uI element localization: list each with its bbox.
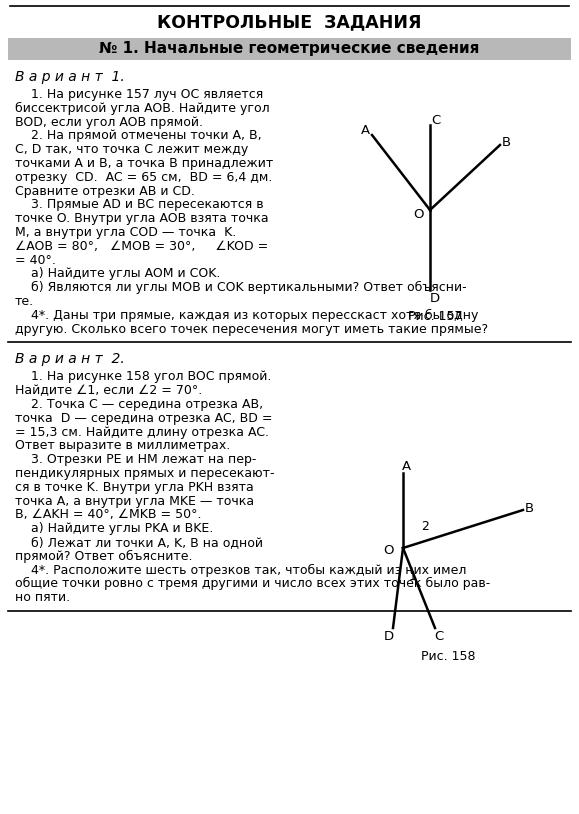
Text: другую. Сколько всего точек пересечения могут иметь такие прямые?: другую. Сколько всего точек пересечения … xyxy=(15,322,488,335)
Text: а) Найдите углы AOM и COK.: а) Найдите углы AOM и COK. xyxy=(15,268,221,280)
Text: A: A xyxy=(401,459,411,472)
Text: Найдите ∠1, если ∠2 = 70°.: Найдите ∠1, если ∠2 = 70°. xyxy=(15,384,202,397)
Text: В а р и а н т  1.: В а р и а н т 1. xyxy=(15,70,124,84)
Text: прямой? Ответ объясните.: прямой? Ответ объясните. xyxy=(15,549,192,562)
Text: Сравните отрезки AB и CD.: Сравните отрезки AB и CD. xyxy=(15,185,195,198)
Text: те.: те. xyxy=(15,295,34,308)
Text: 1. На рисунке 157 луч OC является: 1. На рисунке 157 луч OC является xyxy=(15,88,263,101)
Text: 3. Отрезки PE и HM лежат на пер-: 3. Отрезки PE и HM лежат на пер- xyxy=(15,453,256,466)
Text: B: B xyxy=(501,135,511,148)
Text: D: D xyxy=(430,291,440,304)
Text: отрезку  CD.  AC = 65 см,  BD = 6,4 дм.: отрезку CD. AC = 65 см, BD = 6,4 дм. xyxy=(15,171,272,184)
Text: 4*. Даны три прямые, каждая из которых пересскаст хотя бы одну: 4*. Даны три прямые, каждая из которых п… xyxy=(15,309,478,322)
Text: 4*. Расположите шесть отрезков так, чтобы каждый из них имел: 4*. Расположите шесть отрезков так, чтоб… xyxy=(15,563,466,576)
Text: O: O xyxy=(413,208,423,221)
Text: КОНТРОЛЬНЫЕ  ЗАДАНИЯ: КОНТРОЛЬНЫЕ ЗАДАНИЯ xyxy=(157,13,422,31)
Text: B, ∠AKH = 40°, ∠MKB = 50°.: B, ∠AKH = 40°, ∠MKB = 50°. xyxy=(15,509,201,522)
Text: точка  D — середина отрезка AC, BD =: точка D — середина отрезка AC, BD = xyxy=(15,412,273,425)
Text: BOD, если угол AOB прямой.: BOD, если угол AOB прямой. xyxy=(15,116,203,129)
Text: общие точки ровно с тремя другими и число всех этих точек было рав-: общие точки ровно с тремя другими и числ… xyxy=(15,577,490,590)
Text: б) Лежат ли точки A, K, B на одной: б) Лежат ли точки A, K, B на одной xyxy=(15,536,263,549)
Bar xyxy=(8,38,571,60)
Text: точками A и B, а точка B принадлежит: точками A и B, а точка B принадлежит xyxy=(15,157,273,170)
Text: точке O. Внутри угла AOB взята точка: точке O. Внутри угла AOB взята точка xyxy=(15,212,269,225)
Text: Рис. 157: Рис. 157 xyxy=(408,310,462,323)
Text: ся в точке K. Внутри угла PKH взята: ся в точке K. Внутри угла PKH взята xyxy=(15,481,254,494)
Text: Рис. 158: Рис. 158 xyxy=(421,650,475,663)
Text: O: O xyxy=(384,544,394,557)
Text: 1: 1 xyxy=(409,570,417,583)
Text: б) Являются ли углы MOB и COK вертикальными? Ответ объясни-: б) Являются ли углы MOB и COK вертикальн… xyxy=(15,281,467,295)
Text: № 1. Начальные геометрические сведения: № 1. Начальные геометрические сведения xyxy=(99,42,479,56)
Text: В а р и а н т  2.: В а р и а н т 2. xyxy=(15,352,124,366)
Text: Ответ выразите в миллиметрах.: Ответ выразите в миллиметрах. xyxy=(15,440,230,453)
Text: C: C xyxy=(431,113,441,126)
Text: 3. Прямые AD и BC пересекаются в: 3. Прямые AD и BC пересекаются в xyxy=(15,199,263,212)
Text: а) Найдите углы PKA и BKE.: а) Найдите углы PKA и BKE. xyxy=(15,523,213,535)
Text: D: D xyxy=(384,629,394,642)
Text: ∠AOB = 80°,   ∠MOB = 30°,     ∠KOD =: ∠AOB = 80°, ∠MOB = 30°, ∠KOD = xyxy=(15,240,268,253)
Text: C: C xyxy=(434,629,444,642)
Text: = 40°.: = 40°. xyxy=(15,254,56,267)
Text: B: B xyxy=(525,501,534,514)
Text: 1. На рисунке 158 угол BOC прямой.: 1. На рисунке 158 угол BOC прямой. xyxy=(15,370,272,383)
Text: A: A xyxy=(361,124,369,137)
Text: но пяти.: но пяти. xyxy=(15,591,70,604)
Text: 2: 2 xyxy=(421,519,429,532)
Text: 2. На прямой отмечены точки A, B,: 2. На прямой отмечены точки A, B, xyxy=(15,129,262,142)
Text: = 15,3 см. Найдите длину отрезка AC.: = 15,3 см. Найдите длину отрезка AC. xyxy=(15,426,269,439)
Text: 2. Точка C — середина отрезка AB,: 2. Точка C — середина отрезка AB, xyxy=(15,398,263,411)
Text: точка A, а внутри угла MKE — точка: точка A, а внутри угла MKE — точка xyxy=(15,495,254,508)
Text: биссектрисой угла AOB. Найдите угол: биссектрисой угла AOB. Найдите угол xyxy=(15,102,270,115)
Text: пендикулярных прямых и пересекают-: пендикулярных прямых и пересекают- xyxy=(15,467,274,480)
Text: M, а внутри угла COD — точка  K.: M, а внутри угла COD — точка K. xyxy=(15,226,236,239)
Text: C, D так, что точка C лежит между: C, D так, что точка C лежит между xyxy=(15,143,248,156)
